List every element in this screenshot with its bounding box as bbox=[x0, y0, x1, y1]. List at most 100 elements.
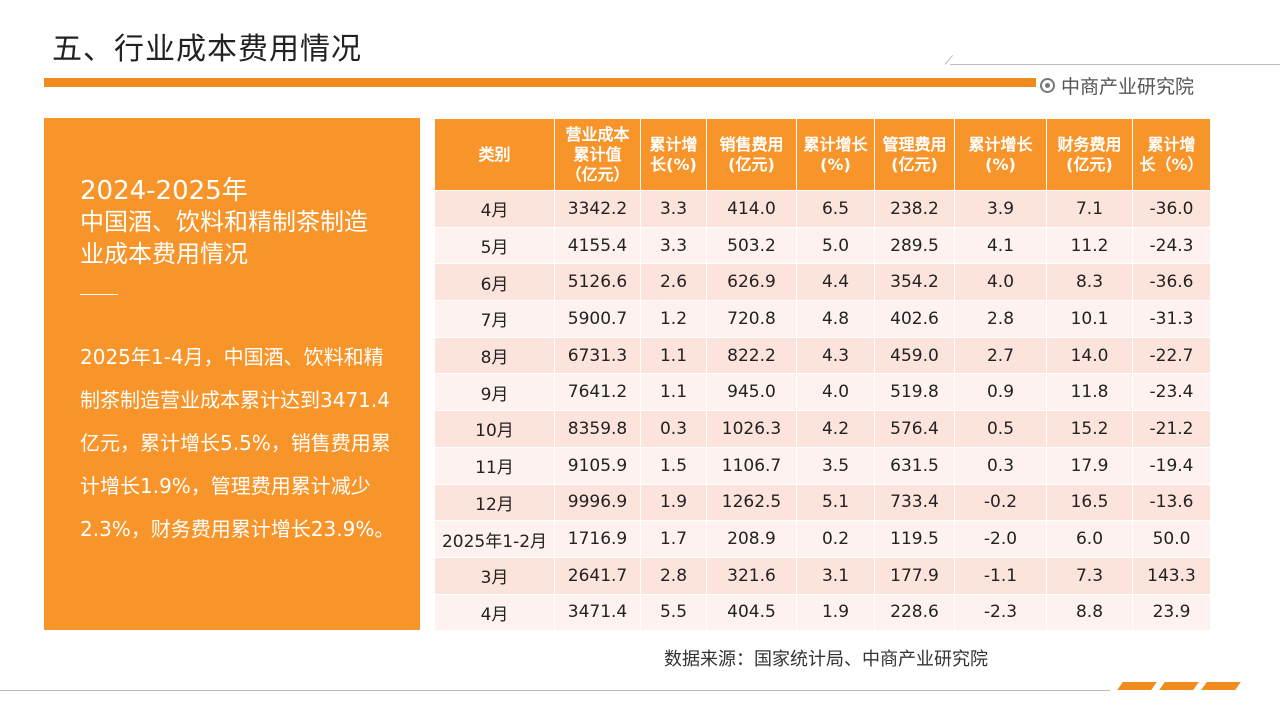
table-cell: 503.2 bbox=[706, 226, 797, 265]
row-label-cell: 7月 bbox=[434, 300, 555, 338]
table-cell: 7.3 bbox=[1046, 556, 1133, 595]
table-cell: 1.5 bbox=[640, 446, 707, 485]
table-cell: 1.9 bbox=[640, 483, 707, 522]
column-header-line: 财务费用 bbox=[1057, 134, 1122, 154]
row-label-cell: 3月 bbox=[434, 556, 555, 595]
table-row: 12月 9996.9 1.9 1262.5 5.1 733.4 -0.2 16.5 -13.6 bbox=[434, 483, 1211, 522]
row-label-cell: 8月 bbox=[434, 336, 555, 375]
column-header: 累计增长(%) bbox=[954, 118, 1047, 191]
table-cell: 0.3 bbox=[954, 446, 1047, 485]
table-cell: 11.8 bbox=[1046, 373, 1133, 412]
table-cell: 4.2 bbox=[796, 410, 875, 448]
table-cell: 0.3 bbox=[640, 410, 707, 448]
table-cell: 519.8 bbox=[874, 373, 955, 412]
table-cell: 354.2 bbox=[874, 263, 955, 302]
column-header-line: 累计增 bbox=[1147, 134, 1196, 154]
footer-stripe bbox=[1159, 682, 1199, 690]
column-header-line: 管理费用 bbox=[882, 134, 947, 154]
table-cell: 4.1 bbox=[954, 226, 1047, 265]
column-header-line: 长(%) bbox=[650, 154, 697, 174]
table-row: 4月 3342.2 3.3 414.0 6.5 238.2 3.9 7.1 -36.0 bbox=[434, 190, 1211, 228]
table-cell: -13.6 bbox=[1132, 483, 1211, 522]
table-cell: 459.0 bbox=[874, 336, 955, 375]
table-row: 5月 4155.4 3.3 503.2 5.0 289.5 4.1 11.2 -24.3 bbox=[434, 226, 1211, 265]
table-cell: 119.5 bbox=[874, 520, 955, 558]
table-cell: 7641.2 bbox=[554, 373, 641, 412]
table-cell: 238.2 bbox=[874, 190, 955, 228]
table-cell: 7.1 bbox=[1046, 190, 1133, 228]
table-cell: 3.3 bbox=[640, 190, 707, 228]
table-cell: 5126.6 bbox=[554, 263, 641, 302]
table-cell: 177.9 bbox=[874, 556, 955, 595]
table-cell: 0.9 bbox=[954, 373, 1047, 412]
table-cell: 9105.9 bbox=[554, 446, 641, 485]
table-cell: 16.5 bbox=[1046, 483, 1133, 522]
table-cell: 3342.2 bbox=[554, 190, 641, 228]
title-rule bbox=[44, 78, 1036, 87]
row-label-cell: 2025年1-2月 bbox=[434, 520, 555, 558]
column-header-line: 销售费用 bbox=[719, 134, 784, 154]
table-cell: 1716.9 bbox=[554, 520, 641, 558]
column-header-line: 营业成本 bbox=[565, 124, 630, 144]
table-cell: 2641.7 bbox=[554, 556, 641, 595]
row-label-cell: 11月 bbox=[434, 446, 555, 485]
table-cell: 4.0 bbox=[796, 373, 875, 412]
table-cell: 2.8 bbox=[640, 556, 707, 595]
column-header: 销售费用 (亿元) bbox=[706, 118, 797, 191]
table-cell: -31.3 bbox=[1132, 300, 1211, 338]
row-label-cell: 10月 bbox=[434, 410, 555, 448]
table-cell: 3.3 bbox=[640, 226, 707, 265]
table-cell: 5.5 bbox=[640, 593, 707, 632]
table-cell: 3.9 bbox=[954, 190, 1047, 228]
column-header-line: (亿元) bbox=[891, 154, 938, 174]
table-cell: 2.6 bbox=[640, 263, 707, 302]
table-cell: 3.1 bbox=[796, 556, 875, 595]
column-header-line: 长（%） bbox=[1139, 154, 1204, 174]
table-cell: 11.2 bbox=[1046, 226, 1133, 265]
table-cell: -0.2 bbox=[954, 483, 1047, 522]
column-header-line: 累计增长 bbox=[803, 134, 868, 154]
brand-logo-icon bbox=[1040, 78, 1055, 93]
table-cell: -2.0 bbox=[954, 520, 1047, 558]
table-cell: 6731.3 bbox=[554, 336, 641, 375]
footer-stripe bbox=[1117, 682, 1157, 690]
column-header-line: (%) bbox=[985, 154, 1016, 174]
column-header: 财务费用 (亿元) bbox=[1046, 118, 1133, 191]
table-cell: 5900.7 bbox=[554, 300, 641, 338]
row-label-cell: 4月 bbox=[434, 593, 555, 632]
row-label-cell: 9月 bbox=[434, 373, 555, 412]
table-row: 10月 8359.8 0.3 1026.3 4.2 576.4 0.5 15.2 -21.2 bbox=[434, 410, 1211, 448]
table-row: 11月 9105.9 1.5 1106.7 3.5 631.5 0.3 17.9 -19.4 bbox=[434, 446, 1211, 485]
summary-subtitle: 中国酒、饮料和精制茶制造业成本费用情况 bbox=[80, 208, 368, 268]
table-cell: 0.2 bbox=[796, 520, 875, 558]
table-cell: 208.9 bbox=[706, 520, 797, 558]
table-cell: -1.1 bbox=[954, 556, 1047, 595]
column-header: 累计增长(%) bbox=[796, 118, 875, 191]
table-cell: 626.9 bbox=[706, 263, 797, 302]
table-cell: -19.4 bbox=[1132, 446, 1211, 485]
table-cell: 3471.4 bbox=[554, 593, 641, 632]
table-row: 8月 6731.3 1.1 822.2 4.3 459.0 2.7 14.0 -22.7 bbox=[434, 336, 1211, 375]
table-cell: -22.7 bbox=[1132, 336, 1211, 375]
table-cell: 23.9 bbox=[1132, 593, 1211, 632]
table-cell: 14.0 bbox=[1046, 336, 1133, 375]
table-cell: 402.6 bbox=[874, 300, 955, 338]
table-row: 7月 5900.7 1.2 720.8 4.8 402.6 2.8 10.1 -31.3 bbox=[434, 300, 1211, 338]
table-cell: 5.0 bbox=[796, 226, 875, 265]
table-cell: 733.4 bbox=[874, 483, 955, 522]
table-cell: 5.1 bbox=[796, 483, 875, 522]
summary-year: 2024-2025年 bbox=[80, 176, 248, 206]
column-header: 营业成本 累计值 （亿元） bbox=[554, 118, 641, 191]
table-cell: 4.0 bbox=[954, 263, 1047, 302]
table-cell: -2.3 bbox=[954, 593, 1047, 632]
table-cell: -36.0 bbox=[1132, 190, 1211, 228]
data-source: 数据来源：国家统计局、中商产业研究院 bbox=[664, 649, 988, 670]
table-cell: 1.1 bbox=[640, 336, 707, 375]
column-header-line: 累计值 bbox=[573, 144, 622, 164]
table-cell: 0.5 bbox=[954, 410, 1047, 448]
table-cell: 1.7 bbox=[640, 520, 707, 558]
row-label-cell: 6月 bbox=[434, 263, 555, 302]
row-label-cell: 12月 bbox=[434, 483, 555, 522]
column-header: 管理费用 (亿元) bbox=[874, 118, 955, 191]
table-row: 9月 7641.2 1.1 945.0 4.0 519.8 0.9 11.8 -23.4 bbox=[434, 373, 1211, 412]
